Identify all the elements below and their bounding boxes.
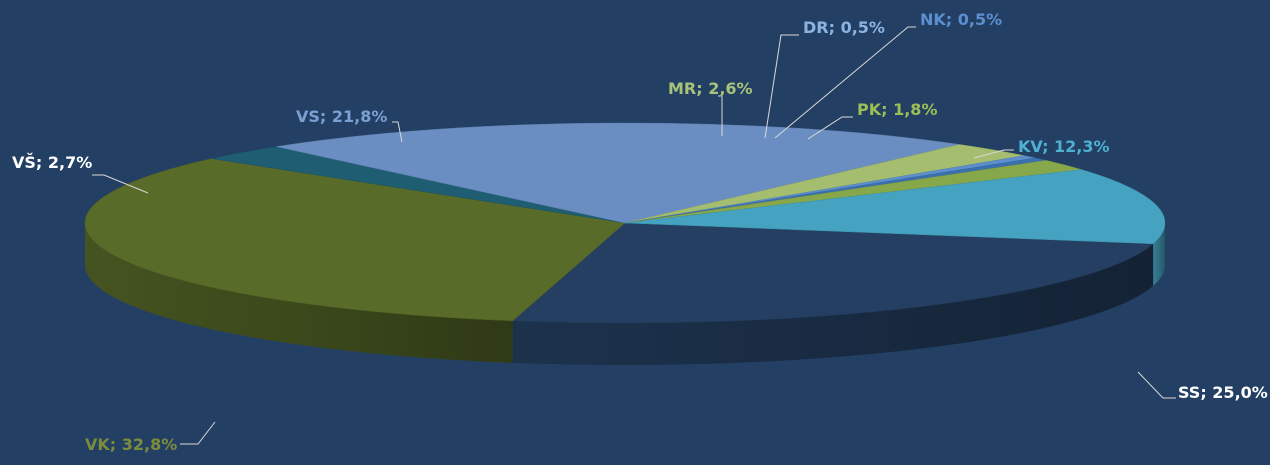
- leader-line-vk: [180, 421, 216, 445]
- pie-slice-ss: [512, 222, 1154, 324]
- leader-line-vš: [92, 174, 149, 194]
- pie-slice-vk: [84, 158, 626, 322]
- data-label-ss: SS; 25,0%: [1178, 383, 1268, 402]
- leader-line-pk: [807, 116, 853, 140]
- leader-line-vs: [392, 121, 403, 143]
- data-label-kv: KV; 12,3%: [1018, 137, 1110, 156]
- data-label-vk: VK; 32,8%: [85, 435, 177, 454]
- data-label-pk: PK; 1,8%: [857, 100, 937, 119]
- data-label-vš: VŠ; 2,7%: [12, 153, 92, 172]
- data-label-vs: VS; 21,8%: [296, 107, 387, 126]
- leader-line-ss: [1137, 371, 1176, 399]
- pie-label-layer: SS; 25,0% VK; 32,8% VŠ; 2,7% VS; 21,8% MR; 2…: [12, 10, 1268, 454]
- data-label-dr: DR; 0,5%: [803, 18, 885, 37]
- pie-slice-kv: [624, 169, 1166, 245]
- leader-line-nk: [774, 26, 916, 139]
- pie-side-shade-kv: [1153, 223, 1165, 286]
- pie-top-layer: [84, 122, 1166, 324]
- pie-side-shade-vk: [85, 223, 513, 363]
- pie-slice-vs: [276, 122, 960, 224]
- leader-line-dr: [764, 34, 799, 139]
- pie-side-shade-ss: [512, 243, 1154, 365]
- leader-line-mr: [718, 95, 723, 136]
- data-label-nk: NK; 0,5%: [920, 10, 1002, 29]
- pie-side-layer: [85, 223, 1165, 365]
- data-label-mr: MR; 2,6%: [668, 79, 753, 98]
- leader-line-kv: [973, 149, 1014, 159]
